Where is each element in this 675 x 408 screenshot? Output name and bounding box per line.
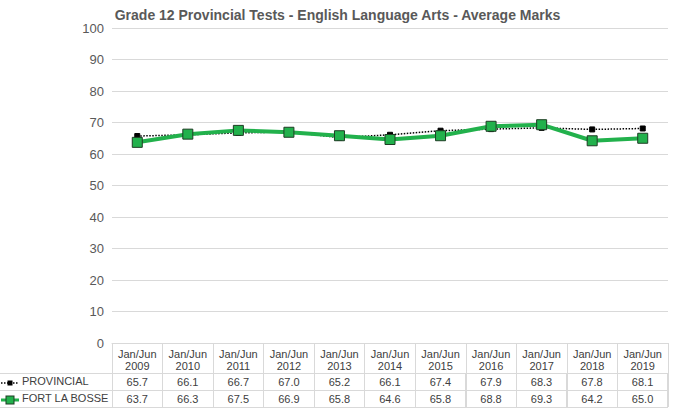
svg-text:Jan/Jun: Jan/Jun bbox=[421, 348, 460, 360]
svg-text:2009: 2009 bbox=[125, 360, 149, 372]
svg-text:2014: 2014 bbox=[378, 360, 402, 372]
html-text:64.2: 64.2 bbox=[581, 393, 603, 405]
html-text:65.8: 65.8 bbox=[328, 393, 351, 405]
html-text:67.5: 67.5 bbox=[227, 393, 249, 405]
svg-text:Jan/Jun: Jan/Jun bbox=[270, 348, 309, 360]
html-text:66.7: 66.7 bbox=[227, 376, 249, 388]
html-text:65.2: 65.2 bbox=[328, 376, 351, 388]
svg-text:Jan/Jun: Jan/Jun bbox=[169, 348, 208, 360]
svg-text:Jan/Jun: Jan/Jun bbox=[522, 348, 561, 360]
html-text:68.3: 68.3 bbox=[530, 376, 553, 388]
svg-text:2016: 2016 bbox=[479, 360, 503, 372]
svg-text:90: 90 bbox=[90, 52, 104, 67]
html-text:67.0: 67.0 bbox=[278, 376, 300, 388]
html-text:67.9: 67.9 bbox=[480, 376, 502, 388]
svg-text:80: 80 bbox=[90, 84, 104, 99]
html-text:68.1: 68.1 bbox=[631, 376, 654, 388]
html-text:FORT LA BOSSE: FORT LA BOSSE bbox=[22, 392, 109, 405]
svg-text:2018: 2018 bbox=[580, 360, 604, 372]
svg-text:20: 20 bbox=[90, 273, 104, 288]
svg-text:0: 0 bbox=[97, 336, 104, 351]
svg-text:70: 70 bbox=[90, 115, 104, 130]
html-text:69.3: 69.3 bbox=[530, 393, 553, 405]
svg-text:Jan/Jun: Jan/Jun bbox=[320, 348, 359, 360]
svg-text:30: 30 bbox=[90, 241, 104, 256]
svg-text:2017: 2017 bbox=[529, 360, 553, 372]
svg-text:2013: 2013 bbox=[327, 360, 351, 372]
svg-text:100: 100 bbox=[82, 21, 104, 36]
html-text:65.8: 65.8 bbox=[429, 393, 452, 405]
svg-text:Jan/Jun: Jan/Jun bbox=[472, 348, 511, 360]
html-text:PROVINCIAL: PROVINCIAL bbox=[22, 375, 89, 388]
svg-text:50: 50 bbox=[90, 178, 104, 193]
svg-text:Grade 12 Provincial Tests - En: Grade 12 Provincial Tests - English Lang… bbox=[115, 7, 561, 23]
svg-text:2012: 2012 bbox=[277, 360, 301, 372]
html-text:67.8: 67.8 bbox=[581, 376, 603, 388]
svg-text:60: 60 bbox=[90, 147, 104, 162]
svg-text:Jan/Jun: Jan/Jun bbox=[371, 348, 410, 360]
html-text:66.1: 66.1 bbox=[177, 376, 199, 388]
html-text:66.9: 66.9 bbox=[278, 393, 300, 405]
html-text:64.6: 64.6 bbox=[379, 393, 401, 405]
svg-text:Jan/Jun: Jan/Jun bbox=[219, 348, 258, 360]
html-text:68.8: 68.8 bbox=[480, 393, 502, 405]
svg-text:10: 10 bbox=[90, 304, 104, 319]
svg-text:2011: 2011 bbox=[227, 360, 251, 372]
svg-text:2015: 2015 bbox=[428, 360, 452, 372]
svg-text:2019: 2019 bbox=[630, 360, 654, 372]
svg-text:2010: 2010 bbox=[176, 360, 200, 372]
html-text:66.3: 66.3 bbox=[177, 393, 199, 405]
svg-text:Jan/Jun: Jan/Jun bbox=[573, 348, 612, 360]
svg-text:40: 40 bbox=[90, 210, 104, 225]
svg-text:Jan/Jun: Jan/Jun bbox=[118, 348, 157, 360]
svg-text:Jan/Jun: Jan/Jun bbox=[623, 348, 662, 360]
html-text:63.7: 63.7 bbox=[126, 393, 148, 405]
html-text:65.0: 65.0 bbox=[631, 393, 654, 405]
html-text:65.7: 65.7 bbox=[126, 376, 148, 388]
html-text:66.1: 66.1 bbox=[379, 376, 401, 388]
html-text:67.4: 67.4 bbox=[429, 376, 452, 388]
